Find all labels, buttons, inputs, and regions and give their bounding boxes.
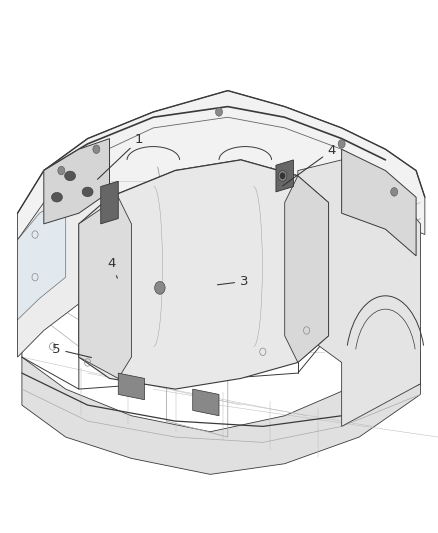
Circle shape [58, 166, 65, 175]
Text: 1: 1 [98, 133, 144, 179]
Text: 5: 5 [52, 343, 92, 358]
Polygon shape [101, 181, 118, 224]
Circle shape [215, 108, 223, 116]
Polygon shape [18, 91, 425, 256]
Polygon shape [44, 139, 110, 224]
Polygon shape [276, 160, 293, 192]
Ellipse shape [82, 187, 93, 197]
Polygon shape [18, 160, 109, 357]
Ellipse shape [52, 192, 63, 202]
Polygon shape [285, 176, 328, 362]
Polygon shape [18, 197, 66, 320]
Circle shape [278, 171, 287, 181]
Polygon shape [193, 389, 219, 416]
Polygon shape [298, 160, 420, 426]
Circle shape [280, 173, 285, 179]
Circle shape [338, 140, 345, 148]
Text: 4: 4 [107, 257, 117, 278]
Circle shape [391, 188, 398, 196]
Polygon shape [342, 149, 416, 256]
Text: 4: 4 [283, 144, 336, 186]
Polygon shape [79, 197, 131, 378]
Ellipse shape [65, 171, 75, 181]
Circle shape [155, 281, 165, 294]
Text: 3: 3 [217, 275, 249, 288]
Circle shape [93, 145, 100, 154]
Polygon shape [118, 373, 145, 400]
Polygon shape [22, 352, 420, 474]
Polygon shape [79, 160, 328, 389]
